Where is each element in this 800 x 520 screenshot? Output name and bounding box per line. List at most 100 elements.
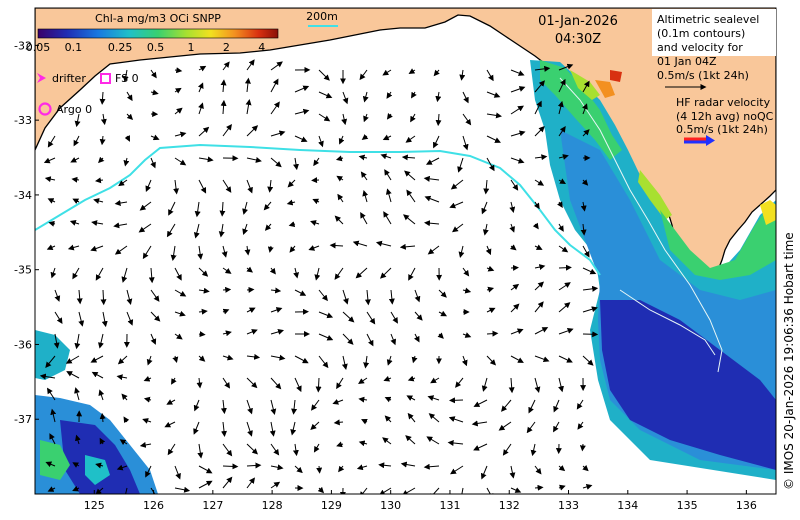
lon-tick-label: 131 [439,499,460,512]
velocity-arrow [70,157,80,163]
velocity-arrow [408,267,416,281]
lat-tick-label: -37 [14,413,32,426]
velocity-arrow [98,333,104,349]
velocity-arrow [450,179,464,190]
velocity-arrow [294,377,302,393]
velocity-arrow [313,443,320,453]
velocity-arrow [580,223,587,236]
velocity-arrow [294,289,307,296]
velocity-arrow [427,245,440,255]
velocity-arrow [433,69,440,77]
velocity-arrow [317,486,325,494]
lon-tick-label: 127 [202,499,223,512]
velocity-arrow [485,245,492,256]
velocity-arrow [270,354,286,361]
velocity-arrow [142,418,152,424]
velocity-arrow [329,242,344,249]
velocity-arrow [414,311,423,321]
velocity-arrow [121,267,128,283]
velocity-arrow [336,441,344,448]
velocity-arrow [95,487,104,494]
velocity-arrow [342,289,349,305]
velocity-arrow [146,355,153,366]
timestamp: 01-Jan-2026 04:30Z [538,14,618,47]
velocity-arrow [423,463,440,470]
velocity-arrow [174,67,183,74]
velocity-arrow [270,443,280,456]
velocity-arrow [74,113,81,128]
velocity-arrow [510,283,520,291]
isobath-east [559,77,723,373]
velocity-arrow [407,412,416,423]
velocity-arrow [481,201,488,215]
velocity-arrow [384,396,392,403]
scale-bar-label: 200m [306,10,338,23]
velocity-arrow [289,245,296,253]
velocity-arrow [222,267,232,274]
velocity-arrow [510,355,524,363]
velocity-arrow [124,135,130,142]
velocity-arrow [334,215,344,225]
velocity-arrow [119,439,128,446]
velocity-arrow [333,419,344,426]
velocity-arrow [534,281,544,291]
velocity-arrow [359,487,368,494]
velocity-arrow [316,465,323,474]
velocity-arrow [410,113,416,123]
velocity-arrow [449,397,464,404]
velocity-arrow [358,377,368,385]
velocity-arrow [244,77,251,93]
velocity-arrow [457,157,464,173]
altimetry-note-box [652,9,776,56]
velocity-arrow [198,308,208,315]
velocity-arrow [242,201,248,215]
velocity-arrow [313,157,320,167]
altimetry-line-5: 0.5m/s (1kt 24h) [657,69,749,82]
velocity-arrow [534,465,542,475]
velocity-arrow [150,289,160,302]
velocity-arrow [150,487,159,494]
velocity-arrow [532,222,539,230]
velocity-arrow [358,440,368,447]
velocity-arrow [557,201,563,208]
velocity-arrow [98,389,105,401]
velocity-arrow [270,78,279,93]
velocity-arrow [167,443,176,456]
velocity-arrow [222,179,232,193]
velocity-arrow [450,465,464,475]
velocity-arrow [582,306,598,313]
velocity-arrow [116,464,128,471]
velocity-arrow [246,377,258,389]
velocity-arrow [222,463,239,470]
velocity-arrow [473,399,488,407]
velocity-arrow [510,179,519,191]
velocity-arrow [510,105,524,115]
velocity-arrow [126,289,133,305]
velocity-arrows [39,59,599,494]
velocity-arrow [99,437,106,445]
velocity-arrow [174,87,182,94]
velocity-arrow [116,374,128,381]
plot-frame [34,7,777,495]
velocity-arrow [164,421,176,428]
velocity-arrow [424,195,440,203]
velocity-arrow [246,266,253,273]
velocity-arrow [43,157,56,164]
velocity-arrow [148,267,155,284]
velocity-arrow [270,157,282,168]
velocity-arrow [558,264,572,271]
velocity-arrow [399,243,416,250]
velocity-arrow [174,465,181,480]
velocity-arrow [342,91,349,105]
velocity-arrow [69,220,80,226]
velocity-arrow [528,399,536,414]
velocity-arrow [174,486,191,493]
lat-tick-label: -36 [14,338,32,351]
velocity-arrow [433,135,440,149]
velocity-arrow [99,412,106,423]
colorbar-label: 0.1 [65,41,83,54]
velocity-arrow [53,333,60,349]
velocity-arrow [341,113,348,126]
velocity-arrow [287,179,296,188]
velocity-arrow [384,415,392,423]
